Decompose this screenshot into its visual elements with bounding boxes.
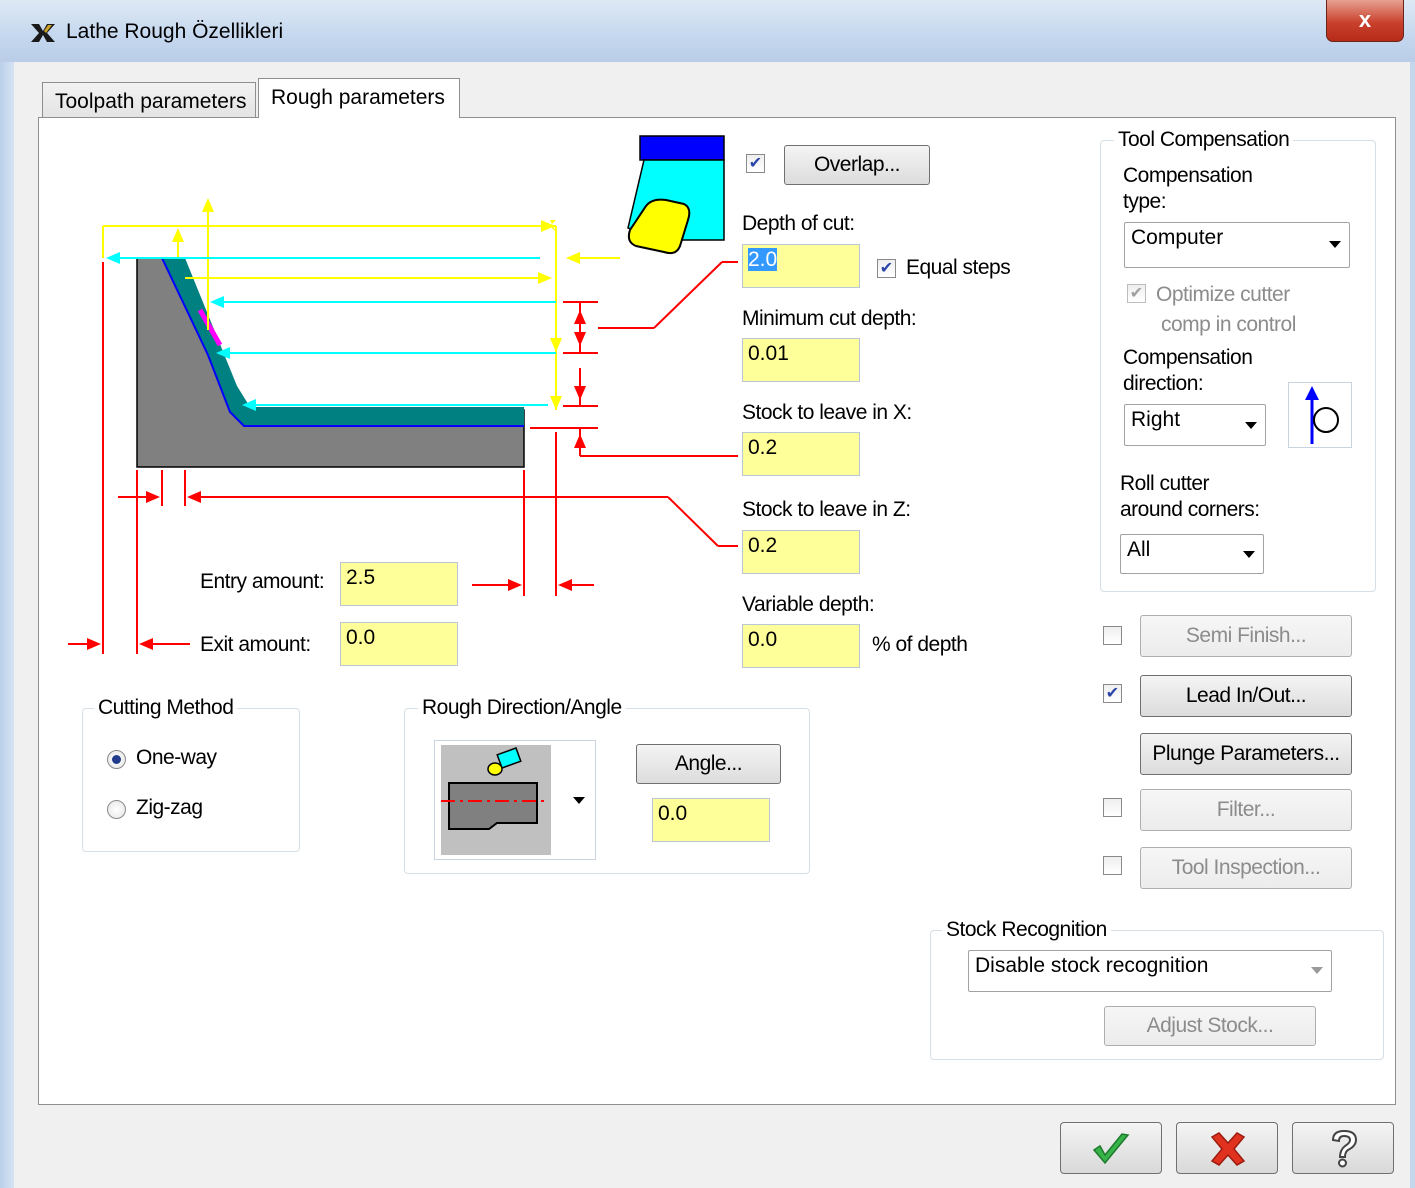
compensation-direction-value: Right (1131, 408, 1181, 431)
cutting-method-title: Cutting Method (94, 696, 238, 720)
roll-cutter-label-1: Roll cutter (1120, 472, 1210, 495)
overlap-checkbox[interactable]: ✔ (746, 154, 765, 173)
equal-steps-checkbox[interactable]: ✔ (877, 259, 896, 278)
filter-button[interactable]: Filter... (1140, 789, 1352, 831)
entry-amount-input[interactable]: 2.5 (340, 562, 458, 606)
chevron-down-icon (573, 797, 585, 804)
roll-cutter-value: All (1127, 538, 1151, 561)
percent-of-depth-label: % of depth (872, 633, 968, 656)
compensation-direction-label-2: direction: (1123, 372, 1204, 395)
roll-cutter-select[interactable]: All (1120, 534, 1264, 574)
semi-finish-checkbox[interactable] (1103, 626, 1122, 645)
overlap-button-label: Overlap... (813, 153, 901, 176)
optimize-cutter-checkbox[interactable]: ✔ (1127, 284, 1146, 303)
rough-direction-title: Rough Direction/Angle (418, 696, 626, 720)
lathe-tool-icon (627, 135, 725, 255)
exit-amount-input[interactable]: 0.0 (340, 622, 458, 666)
tool-inspection-label: Tool Inspection... (1171, 856, 1321, 879)
optimize-cutter-label-1: Optimize cutter (1156, 283, 1290, 306)
angle-button[interactable]: Angle... (636, 744, 781, 784)
chevron-down-icon (1245, 422, 1257, 429)
tool-compensation-title: Tool Compensation (1114, 128, 1294, 152)
adjust-stock-label: Adjust Stock... (1146, 1014, 1274, 1037)
window-frame-right (1410, 62, 1415, 1188)
lead-in-out-label: Lead In/Out... (1185, 684, 1307, 707)
variable-depth-input[interactable]: 0.0 (742, 624, 860, 668)
compensation-type-value: Computer (1131, 226, 1224, 249)
entry-amount-label: Entry amount: (200, 570, 325, 593)
chevron-down-icon (1243, 551, 1255, 558)
stock-recognition-select[interactable]: Disable stock recognition (968, 950, 1332, 992)
semi-finish-label: Semi Finish... (1185, 624, 1307, 647)
depth-of-cut-input[interactable]: 2.0 (742, 244, 860, 288)
checkmark-icon (1092, 1133, 1130, 1165)
stock-x-input[interactable]: 0.2 (742, 432, 860, 476)
depth-of-cut-value: 2.0 (748, 248, 778, 271)
cancel-button[interactable] (1176, 1122, 1278, 1174)
close-icon (1210, 1132, 1246, 1166)
stock-z-input[interactable]: 0.2 (742, 530, 860, 574)
adjust-stock-button[interactable]: Adjust Stock... (1104, 1006, 1316, 1046)
chevron-down-icon (1311, 967, 1323, 974)
help-button[interactable] (1292, 1122, 1394, 1174)
minimum-cut-depth-label: Minimum cut depth: (742, 307, 917, 330)
stock-recognition-value: Disable stock recognition (975, 954, 1209, 977)
cutting-method-group (82, 708, 300, 852)
variable-depth-label: Variable depth: (742, 593, 875, 616)
stock-recognition-title: Stock Recognition (942, 918, 1111, 942)
exit-amount-label: Exit amount: (200, 633, 311, 656)
filter-label: Filter... (1216, 798, 1276, 821)
depth-of-cut-label: Depth of cut: (742, 212, 855, 235)
rough-direction-icon (441, 745, 551, 855)
minimum-cut-depth-input[interactable]: 0.01 (742, 338, 860, 382)
compensation-direction-select[interactable]: Right (1124, 404, 1266, 446)
angle-input[interactable]: 0.0 (652, 798, 770, 842)
overlap-button[interactable]: Overlap... (784, 145, 930, 185)
compensation-direction-label-1: Compensation (1123, 346, 1253, 369)
filter-checkbox[interactable] (1103, 798, 1122, 817)
tool-inspection-button[interactable]: Tool Inspection... (1140, 847, 1352, 889)
lead-in-out-button[interactable]: Lead In/Out... (1140, 675, 1352, 717)
semi-finish-button[interactable]: Semi Finish... (1140, 615, 1352, 657)
stock-z-label: Stock to leave in Z: (742, 498, 911, 521)
chevron-down-icon (1329, 241, 1341, 248)
angle-button-label: Angle... (674, 752, 743, 775)
help-icon (1331, 1129, 1358, 1168)
plunge-parameters-label: Plunge Parameters... (1152, 742, 1340, 765)
rough-cut-diagram (68, 198, 738, 654)
equal-steps-label: Equal steps (906, 256, 1011, 279)
tab-panel (38, 117, 1396, 1105)
tab-label: Toolpath parameters (55, 90, 247, 113)
stock-x-label: Stock to leave in X: (742, 401, 912, 424)
roll-cutter-label-2: around corners: (1120, 498, 1260, 521)
lead-in-out-checkbox[interactable]: ✔ (1103, 684, 1122, 703)
tab-label: Rough parameters (271, 86, 445, 109)
tool-inspection-checkbox[interactable] (1103, 856, 1122, 875)
close-button[interactable]: x (1326, 0, 1404, 42)
compensation-type-label-2: type: (1123, 190, 1167, 213)
compensation-type-select[interactable]: Computer (1124, 222, 1350, 268)
zig-zag-radio[interactable] (107, 800, 126, 819)
window-title: Lathe Rough Özellikleri (66, 20, 284, 43)
one-way-label: One-way (136, 746, 217, 769)
window-frame-left (0, 62, 14, 1188)
active-tab-joiner (259, 116, 459, 119)
zig-zag-label: Zig-zag (136, 796, 203, 819)
plunge-parameters-button[interactable]: Plunge Parameters... (1140, 733, 1352, 775)
compensation-direction-icon (1288, 382, 1352, 448)
optimize-cutter-label-2: comp in control (1161, 313, 1296, 336)
stock-recognition-group (930, 930, 1384, 1060)
rough-direction-picker[interactable] (434, 740, 596, 860)
tab-toolpath-parameters[interactable]: Toolpath parameters (42, 82, 256, 118)
one-way-radio[interactable] (107, 750, 126, 769)
ok-button[interactable] (1060, 1122, 1162, 1174)
app-logo-icon (31, 24, 55, 42)
compensation-type-label-1: Compensation (1123, 164, 1253, 187)
tab-rough-parameters[interactable]: Rough parameters (258, 78, 460, 120)
